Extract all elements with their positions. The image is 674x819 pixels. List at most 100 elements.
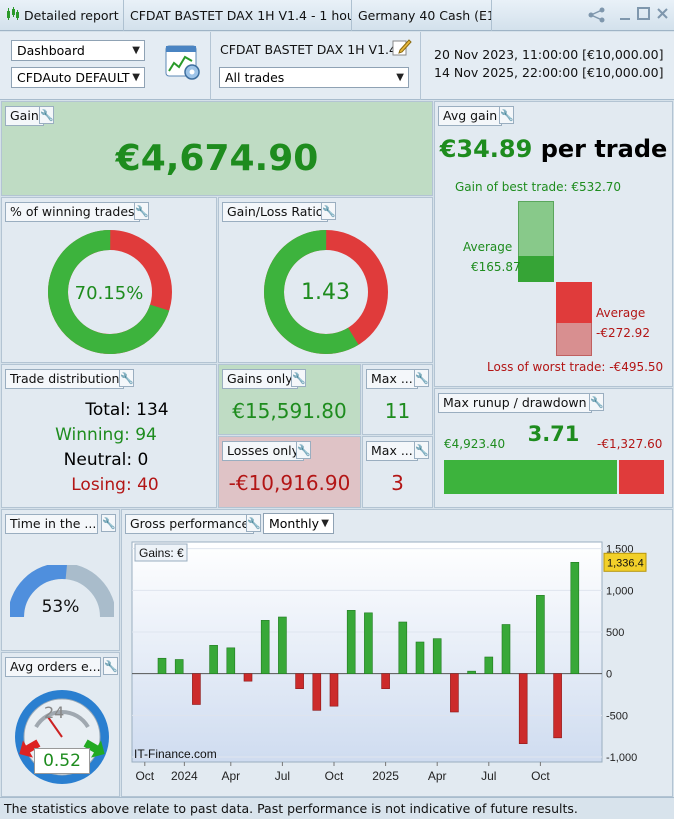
wrench-icon[interactable]: 🔧: [103, 657, 118, 675]
bar: [553, 673, 562, 739]
runup-drawdown-panel: Max runup / drawdown 🔧 €4,923.40 3.71 -€…: [434, 388, 673, 508]
period-select[interactable]: Monthly ▼: [263, 513, 334, 534]
bar: [432, 638, 442, 674]
maximize-icon[interactable]: [636, 7, 650, 21]
wrench-icon[interactable]: 🔧: [134, 202, 149, 220]
watermark: IT-Finance.com: [134, 747, 217, 761]
wrench-icon[interactable]: 🔧: [589, 393, 604, 411]
max-losses-label: Max ...: [366, 441, 418, 461]
losing-trades-count: Losing: 40: [71, 475, 159, 495]
bar: [209, 645, 218, 674]
tab-instrument[interactable]: Germany 40 Cash (E1): [352, 0, 492, 31]
avg-gain-label: Avg gain: [438, 106, 503, 126]
bar: [415, 641, 425, 674]
account-select-value: CFDAuto DEFAULT: [17, 70, 130, 85]
chevron-down-icon: ▼: [132, 45, 140, 56]
title-bar: Detailed report CFDAT BASTET DAX 1H V1.4…: [0, 0, 674, 31]
wrench-icon[interactable]: 🔧: [119, 369, 134, 387]
wrench-icon[interactable]: 🔧: [414, 441, 429, 459]
trades-filter-select[interactable]: All trades ▼: [219, 67, 409, 88]
winning-trades-count: Winning: 94: [55, 425, 157, 445]
tab-detailed-report[interactable]: Detailed report: [0, 0, 124, 31]
time-in-market-value: 53%: [41, 597, 80, 617]
bar: [346, 610, 356, 674]
x-tick-label: 2025: [372, 769, 399, 783]
gains-only-panel: Gains only 🔧 €15,591.80: [218, 364, 361, 435]
share-icon[interactable]: [588, 7, 605, 23]
wrench-icon[interactable]: 🔧: [499, 106, 514, 124]
gross-performance-panel: Gross performance 🔧 Monthly ▼ 1,500 1,000 5…: [121, 509, 673, 797]
drawdown-bar: [619, 460, 664, 494]
gain-loss-ratio-value: 1.43: [301, 280, 350, 305]
x-tick-label: Apr: [428, 769, 447, 783]
legend-label: Gains: €: [139, 546, 184, 560]
bar: [501, 624, 511, 674]
x-tick-label: Jul: [481, 769, 496, 783]
bar: [467, 670, 476, 674]
max-consecutive-wins-panel: Max ... 🔧 11: [362, 364, 433, 435]
edit-pencil-icon[interactable]: [392, 37, 412, 57]
total-trades: Total: 134: [85, 400, 169, 420]
x-tick-label: Oct: [135, 769, 154, 783]
tab-label: Germany 40 Cash (E1): [358, 8, 492, 23]
time-in-market-label: Time in the ...: [5, 514, 98, 534]
avg-orders-label: Avg orders e...: [5, 657, 101, 677]
date-from: 20 Nov 2023, 11:00:00 [€10,000.00]: [434, 47, 664, 62]
neutral-trades-count: Neutral: 0: [63, 450, 149, 470]
bar: [278, 616, 287, 674]
gain-loss-ratio-label: Gain/Loss Ratio: [222, 202, 329, 222]
y-tick-label: 1,000: [606, 585, 634, 597]
avg-pos-value: €165.87: [471, 260, 521, 274]
view-select[interactable]: Dashboard ▼: [11, 40, 145, 61]
date-to: 14 Nov 2025, 22:00:00 [€10,000.00]: [434, 65, 664, 80]
time-in-market-gauge: [10, 565, 114, 618]
max-consecutive-losses-panel: Max ... 🔧 3: [362, 436, 433, 508]
losses-only-label: Losses only: [222, 441, 305, 461]
wrench-icon[interactable]: 🔧: [101, 514, 116, 532]
settings-report-icon[interactable]: [165, 45, 201, 81]
y-tick-label: -1,000: [606, 752, 637, 764]
winning-pct-value: 70.15%: [74, 283, 144, 304]
bar: [312, 673, 322, 711]
chevron-down-icon: ▼: [321, 518, 329, 529]
avg-neg-value: -€272.92: [596, 326, 650, 340]
trade-distribution-panel: Trade distribution 🔧 Total: 134 Winning:…: [1, 364, 217, 508]
avg-neg-label: Average: [596, 306, 646, 320]
avg-gain-suffix: per trade: [540, 135, 668, 163]
wrench-icon[interactable]: 🔧: [414, 369, 429, 387]
gross-performance-label: Gross performance: [125, 514, 255, 534]
gains-only-value: €15,591.80: [232, 399, 347, 423]
divider: [420, 32, 421, 100]
worst-trade-label: Loss of worst trade: -€495.50: [487, 360, 664, 374]
runup-bar: [444, 460, 617, 494]
donut-win-arc: [48, 230, 172, 354]
time-in-market-panel: Time in the ... 🔧 53%: [1, 509, 120, 651]
runup-ratio: 3.71: [527, 422, 580, 446]
bar: [329, 673, 339, 707]
y-tick-label: -500: [606, 710, 628, 722]
minimize-icon[interactable]: [618, 7, 632, 21]
bar: [260, 620, 270, 674]
avg-orders-value: 0.52: [34, 748, 90, 774]
avg-gain-line: €34.89 per trade: [435, 135, 672, 163]
avg-orders-dial: 24: [44, 703, 65, 722]
wrench-icon[interactable]: 🔧: [321, 202, 336, 220]
wrench-icon[interactable]: 🔧: [39, 106, 54, 124]
close-icon[interactable]: [655, 7, 669, 21]
avg-loss-bar: [556, 282, 592, 323]
chevron-down-icon: ▼: [396, 72, 404, 83]
tab-strategy[interactable]: CFDAT BASTET DAX 1H V1.4 - 1 hour: [124, 0, 352, 31]
gain-label: Gain: [5, 106, 44, 126]
gain-panel: Gain 🔧 €4,674.90: [1, 101, 433, 196]
avg-gain-bar: [518, 256, 554, 282]
wrench-icon[interactable]: 🔧: [291, 369, 306, 387]
y-tick-label: 0: [606, 669, 612, 681]
wrench-icon[interactable]: 🔧: [296, 441, 311, 459]
x-tick-label: Oct: [325, 769, 344, 783]
account-select[interactable]: CFDAuto DEFAULT ▼: [11, 67, 145, 88]
wrench-icon[interactable]: 🔧: [246, 514, 261, 532]
avg-orders-panel: Avg orders e... 🔧 24 0.52: [1, 652, 120, 797]
report-header: Dashboard ▼ CFDAuto DEFAULT ▼ CFDAT BASTET…: [0, 32, 674, 100]
runup-value: €4,923.40: [444, 437, 506, 451]
drawdown-value: -€1,327.60: [597, 437, 663, 451]
